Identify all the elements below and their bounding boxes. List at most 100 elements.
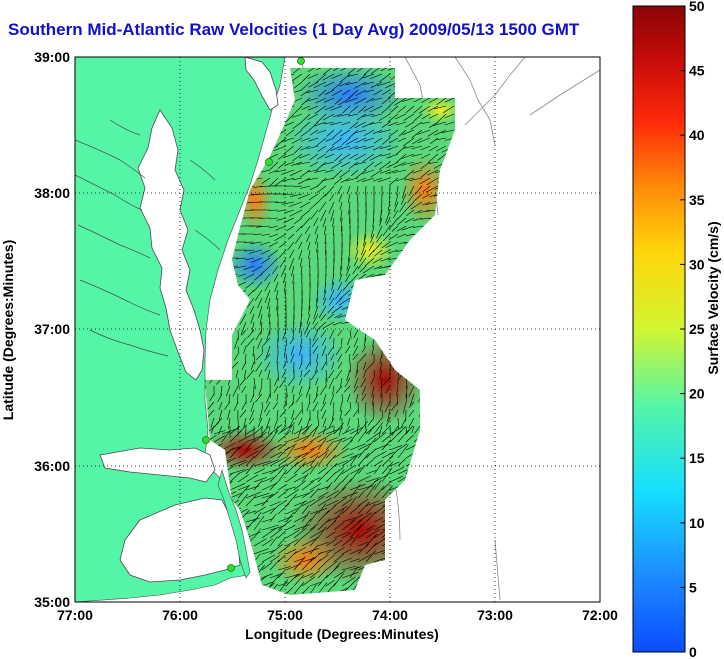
velocity-vector	[371, 385, 375, 398]
velocity-vector	[228, 417, 231, 429]
velocity-vector	[285, 436, 300, 443]
velocity-vector	[327, 345, 335, 356]
velocity-vector	[284, 345, 287, 357]
velocity-vector	[349, 548, 362, 555]
velocity-vector	[245, 494, 257, 507]
velocity-vector	[397, 217, 407, 226]
velocity-vector	[277, 537, 286, 547]
velocity-vector	[357, 554, 372, 563]
velocity-vector	[355, 249, 359, 260]
velocity-vector	[321, 177, 335, 182]
velocity-vector	[266, 417, 271, 429]
velocity-vector	[365, 477, 381, 483]
velocity-vector	[357, 498, 369, 507]
velocity-vector	[269, 257, 279, 267]
velocity-vector	[381, 121, 391, 129]
velocity-vector	[379, 361, 383, 373]
velocity-vector	[385, 217, 391, 226]
velocity-vector	[250, 313, 255, 324]
velocity-vector	[340, 377, 343, 387]
velocity-vector	[434, 129, 447, 136]
velocity-vector	[221, 430, 231, 443]
velocity-vector	[322, 113, 335, 121]
velocity-vector	[261, 524, 279, 531]
velocity-vector	[349, 453, 362, 459]
velocity-vector	[209, 393, 215, 402]
velocity-vector	[259, 241, 271, 246]
velocity-vector	[229, 425, 241, 435]
velocity-vector	[337, 113, 351, 117]
velocity-vector	[426, 177, 439, 186]
velocity-vector	[300, 145, 311, 151]
velocity-vector	[349, 519, 363, 531]
velocity-vector	[332, 217, 335, 227]
velocity-vector	[372, 241, 383, 253]
velocity-vector	[277, 442, 288, 451]
velocity-vector	[381, 467, 393, 483]
velocity-vector	[285, 121, 295, 127]
velocity-vector	[291, 265, 295, 277]
velocity-vector	[393, 161, 407, 168]
velocity-vector	[285, 461, 299, 475]
velocity-vector	[441, 129, 455, 134]
velocity-vector	[436, 97, 447, 106]
velocity-vector	[329, 329, 335, 340]
velocity-vector	[381, 485, 393, 499]
velocity-vector	[335, 369, 343, 380]
velocity-vector	[344, 409, 351, 417]
velocity-vector	[314, 225, 319, 235]
velocity-vector	[341, 498, 353, 507]
velocity-vector	[293, 569, 309, 579]
velocity-vector	[394, 193, 399, 207]
velocity-vector	[294, 129, 303, 137]
velocity-vector	[249, 305, 255, 314]
velocity-vector	[293, 547, 306, 555]
velocity-vector	[341, 121, 351, 126]
velocity-vector	[300, 185, 311, 189]
velocity-vector	[356, 177, 367, 183]
velocity-vector	[352, 345, 359, 356]
velocity-vector	[394, 97, 407, 106]
velocity-vector	[349, 577, 360, 587]
velocity-vector	[373, 460, 383, 467]
velocity-vector	[379, 73, 391, 83]
velocity-vector	[373, 464, 382, 475]
velocity-vector	[261, 446, 276, 459]
velocity-vector	[385, 209, 391, 224]
velocity-vector	[318, 305, 327, 318]
velocity-vector	[306, 417, 311, 428]
velocity-vector	[313, 81, 327, 89]
velocity-vector	[348, 145, 359, 150]
velocity-vector	[257, 337, 263, 349]
velocity-vector	[333, 531, 350, 539]
velocity-vector	[292, 121, 303, 129]
velocity-vector	[273, 385, 279, 394]
velocity-vector	[309, 511, 319, 523]
velocity-vector	[346, 369, 351, 381]
velocity-vector	[309, 508, 327, 515]
velocity-vector	[355, 137, 367, 144]
velocity-vector	[260, 321, 263, 335]
velocity-vector	[362, 121, 375, 128]
velocity-vector	[405, 121, 415, 128]
velocity-vector	[269, 424, 283, 435]
velocity-vector	[306, 169, 319, 173]
x-tick-label: 73:00	[477, 607, 513, 623]
velocity-vector	[349, 566, 362, 571]
velocity-vector	[301, 472, 309, 483]
velocity-vector	[293, 524, 311, 531]
colorbar-tick-label: 25	[689, 321, 705, 337]
velocity-vector	[309, 153, 319, 161]
velocity-vector	[230, 361, 239, 370]
velocity-vector	[388, 129, 399, 137]
velocity-vector	[278, 153, 287, 160]
velocity-vector	[243, 369, 247, 379]
velocity-vector	[355, 169, 367, 179]
velocity-vector	[408, 401, 415, 408]
velocity-vector	[284, 209, 295, 214]
velocity-vector	[371, 97, 383, 101]
velocity-vector	[393, 201, 399, 213]
velocity-vector	[237, 345, 240, 354]
velocity-vector	[401, 185, 407, 199]
